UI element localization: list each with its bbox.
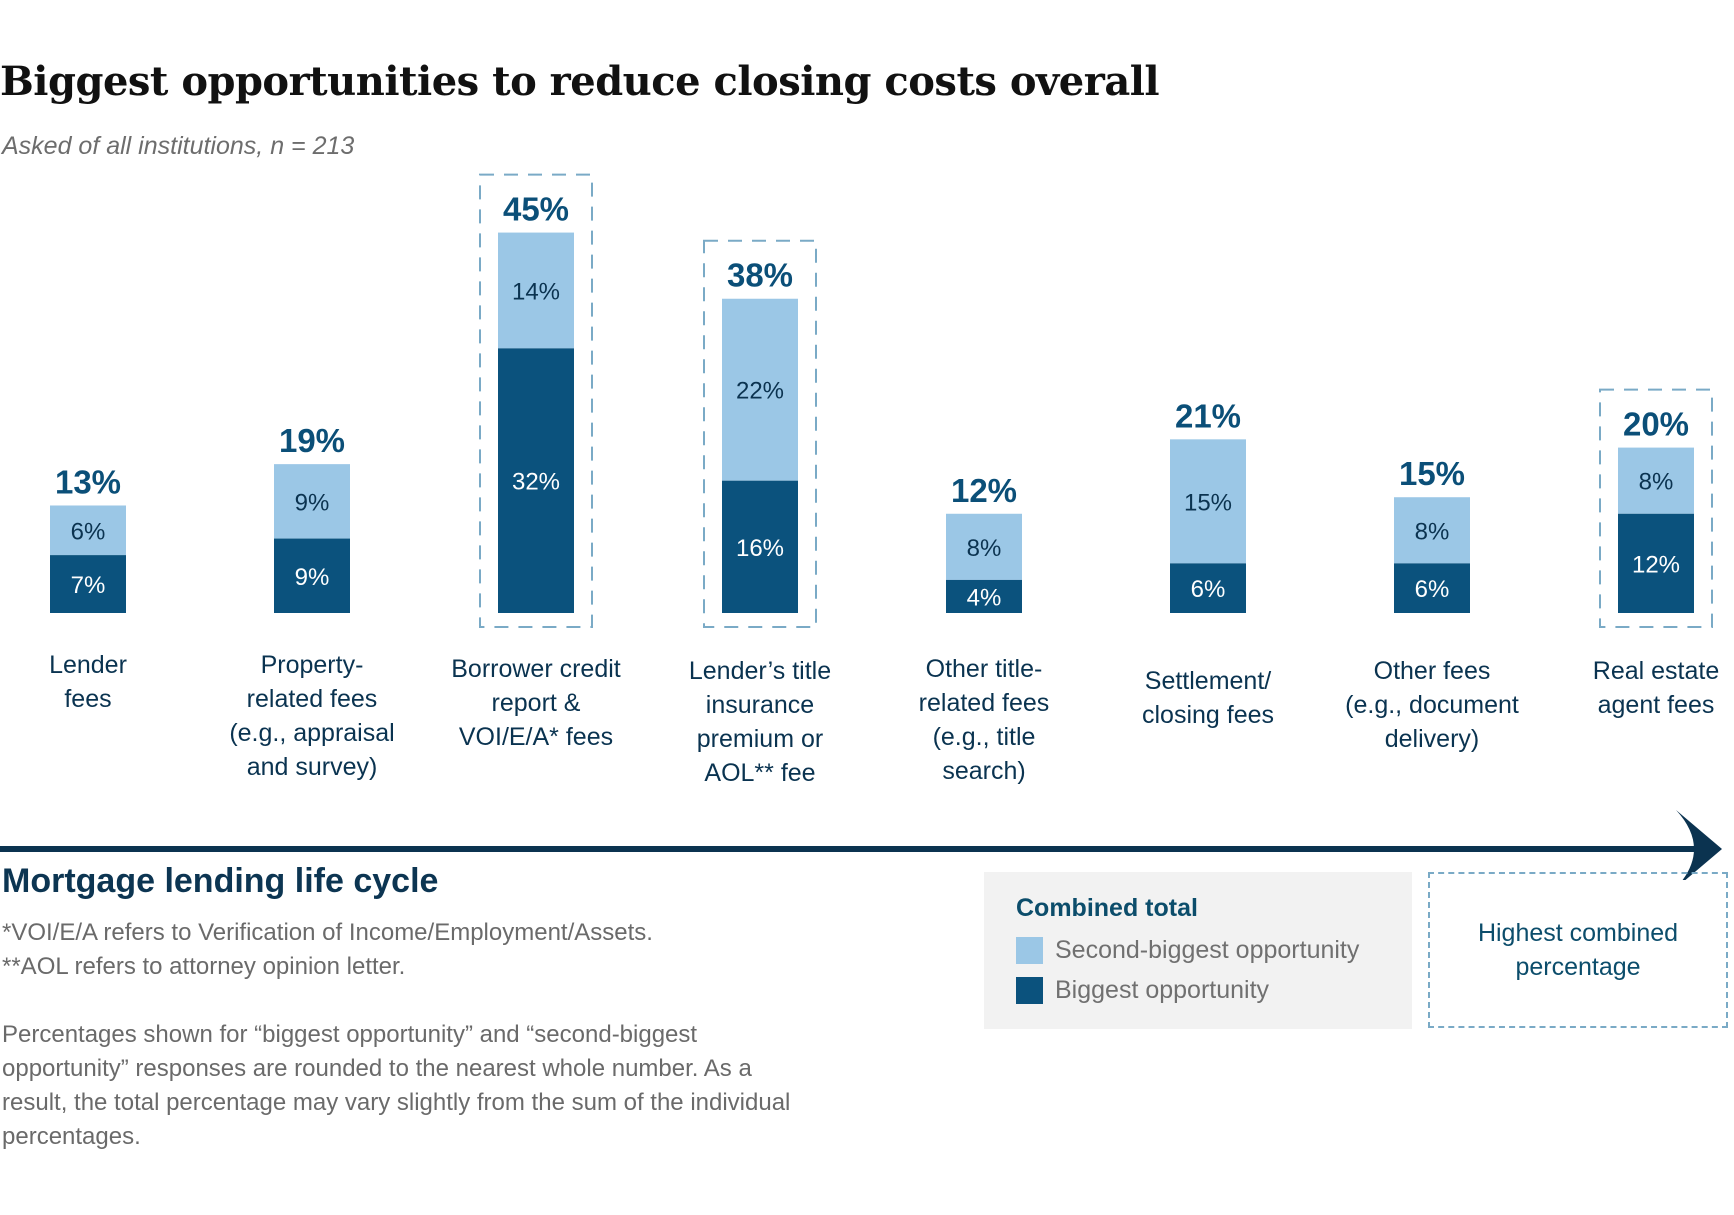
footnote-aol: **AOL refers to attorney opinion letter. (2, 953, 406, 980)
bar-biggest (1618, 513, 1694, 613)
bar-biggest (50, 555, 126, 613)
footnote-voiea: *VOI/E/A refers to Verification of Incom… (2, 919, 653, 946)
highlight-key: Highest combined percentage (1428, 872, 1728, 1028)
data-label-second: 8% (1415, 518, 1450, 545)
category-label-line: related fees (246, 685, 378, 713)
bar-second-biggest (1394, 497, 1470, 564)
category-label: Other fees (e.g., document delivery) (1322, 654, 1542, 756)
category-label: Settlement/closing fees (1098, 664, 1318, 732)
axis-title: Mortgage lending life cycle (2, 862, 439, 900)
data-label-biggest: 12% (1632, 551, 1680, 578)
bar-second-biggest (50, 505, 126, 556)
bar-second-biggest (946, 513, 1022, 580)
stacked-bar-chart: 6% 7% 13% 9% 9% 19% 14% 32% 45% 22% 16% 38% 8% 4% 12% 1… (0, 173, 1722, 880)
category-label-line: agent fees (1597, 691, 1715, 719)
bar-second-biggest (1618, 447, 1694, 514)
data-label-second: 8% (1639, 469, 1674, 496)
category-label-line: AOL** fee (704, 759, 816, 787)
category-label-line: related fees (918, 689, 1050, 717)
data-label-biggest: 6% (1191, 576, 1226, 603)
data-label-biggest: 9% (295, 564, 330, 591)
category-label: Lender fees (0, 648, 198, 716)
category-label-line: and survey) (246, 753, 378, 781)
bar-biggest (722, 480, 798, 613)
total-label: 45% (503, 191, 569, 228)
highlight-box (479, 173, 593, 629)
data-label-second: 9% (295, 489, 330, 516)
chart-title: Biggest opportunities to reduce closing … (0, 58, 1160, 105)
legend-item-second: Second-biggest opportunity (1016, 936, 1359, 965)
category-label-line: Settlement/ (1144, 667, 1272, 695)
legend-label-second: Second-biggest opportunity (1055, 936, 1360, 964)
data-label-biggest: 6% (1415, 576, 1450, 603)
arrow-head-icon (1676, 810, 1722, 880)
legend-label-biggest: Biggest opportunity (1055, 976, 1270, 1004)
legend-swatch-second (1016, 937, 1043, 964)
data-label-second: 22% (736, 378, 784, 405)
category-label-line: Lender (49, 651, 127, 679)
category-label-line: insurance (705, 691, 815, 719)
total-label: 20% (1623, 406, 1689, 443)
bar-biggest (1394, 563, 1470, 613)
bar-biggest (498, 348, 574, 613)
data-label-second: 14% (512, 278, 560, 305)
category-label-line: search) (942, 757, 1026, 785)
data-label-biggest: 7% (71, 572, 106, 599)
category-label-line: report & (491, 689, 581, 717)
category-label-line: fees (64, 685, 112, 713)
category-label-line: Real estate (1592, 657, 1720, 685)
category-label-line: (e.g., appraisal (229, 719, 395, 747)
rounding-note: Percentages shown for “biggest opportuni… (2, 1021, 791, 1150)
bar-second-biggest (1170, 439, 1246, 564)
category-label: Borrower credit report & VOI/E/A* fees (426, 652, 646, 754)
category-label: Real estate agent fees (1546, 654, 1734, 722)
data-label-biggest: 16% (736, 535, 784, 562)
legend-swatch-biggest (1016, 977, 1043, 1004)
bar-second-biggest (498, 232, 574, 349)
category-label-line: Other fees (1373, 657, 1491, 685)
legend-item-biggest: Biggest opportunity (1016, 976, 1269, 1005)
category-label-line: VOI/E/A* fees (458, 723, 614, 751)
highlight-box (703, 239, 817, 629)
total-label: 38% (727, 257, 793, 294)
category-label-line: Other title- (925, 655, 1043, 683)
data-label-second: 8% (967, 535, 1002, 562)
category-label-line: closing fees (1141, 701, 1275, 729)
bar-biggest (1170, 563, 1246, 613)
total-label: 12% (951, 472, 1017, 509)
category-label-line: Lender’s title (688, 657, 832, 685)
bar-biggest (274, 538, 350, 613)
data-label-biggest: 32% (512, 469, 560, 496)
bar-second-biggest (722, 298, 798, 481)
highlight-key-label: Highest combined percentage (1477, 919, 1679, 981)
category-label-line: premium or (696, 725, 824, 753)
chart-subtitle: Asked of all institutions, n = 213 (2, 132, 355, 160)
category-label: Other title-related fees (e.g., title sear… (874, 652, 1094, 788)
legend-title: Combined total (1016, 894, 1198, 922)
total-label: 19% (279, 422, 345, 459)
category-label-line: Property- (260, 651, 364, 679)
bar-second-biggest (274, 464, 350, 539)
data-label-second: 15% (1184, 489, 1232, 516)
bar-biggest (946, 579, 1022, 613)
category-label: Lender’s title insurance premium or AOL** f… (650, 654, 870, 790)
category-label-line: (e.g., title (932, 723, 1036, 751)
category-label: Property-related fees (e.g., appraisal and… (202, 648, 422, 784)
total-label: 15% (1399, 455, 1465, 492)
category-label-line: Borrower credit (451, 655, 621, 683)
data-label-biggest: 4% (967, 584, 1002, 611)
highlight-box (1599, 388, 1713, 628)
legend: Combined total Second-biggest opportunit… (984, 872, 1412, 1029)
category-label-line: (e.g., document (1345, 691, 1519, 719)
data-label-second: 6% (71, 518, 106, 545)
total-label: 21% (1175, 397, 1241, 434)
category-label-line: delivery) (1384, 725, 1480, 753)
total-label: 13% (55, 463, 121, 500)
